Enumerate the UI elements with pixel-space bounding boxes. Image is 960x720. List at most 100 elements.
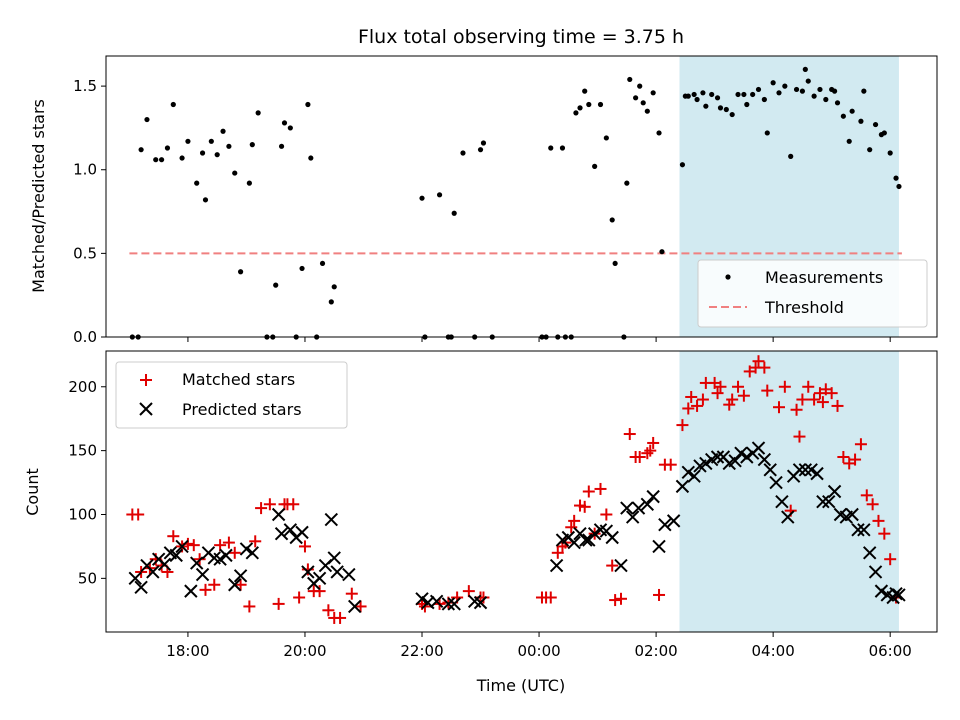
matched-star-point (790, 403, 803, 416)
measurement-point (679, 162, 686, 168)
predicted-star-point (128, 571, 142, 586)
y-tick-label: 200 (68, 378, 97, 396)
measurement-point (281, 120, 288, 126)
matched-star-point (837, 451, 850, 464)
matched-star-point (334, 611, 347, 624)
matched-star-point (711, 387, 724, 400)
matched-star-point (860, 489, 873, 502)
predicted-star-point (845, 507, 859, 522)
matched-star-point (758, 361, 771, 374)
predicted-star-point (734, 446, 748, 460)
matched-star-point (568, 514, 581, 527)
matched-star-point (135, 565, 148, 578)
matched-star-point (345, 587, 358, 600)
matched-star-point (884, 553, 897, 566)
measurement-point (287, 125, 293, 131)
matched-star-point (582, 485, 595, 498)
measurement-point (609, 217, 615, 223)
measurement-point (805, 78, 811, 84)
measurement-point (480, 140, 487, 146)
measurement-point (577, 105, 583, 111)
x-tick-label: 06:00 (869, 642, 912, 660)
measurement-point (811, 93, 817, 99)
measurement-point (612, 260, 618, 267)
predicted-star-points (128, 441, 906, 614)
measurement-point (246, 180, 252, 186)
predicted-star-point (415, 592, 429, 606)
measurement-point (597, 101, 604, 108)
measurement-point (144, 116, 150, 123)
predicted-star-point (184, 584, 198, 598)
matched-star-point (187, 539, 200, 552)
bottom-y-axis-label: Count (23, 468, 42, 516)
predicted-star-point (699, 456, 713, 471)
predicted-star-point (804, 463, 818, 477)
top-y-axis: 0.0 0.5 1.0 1.5 (73, 77, 106, 346)
measurement-point (624, 180, 630, 186)
legend-matched-label: Matched stars (182, 370, 295, 389)
measurement-point (776, 90, 782, 96)
matched-star-point (565, 521, 578, 534)
matched-star-point (214, 539, 227, 552)
matched-star-point (551, 546, 564, 559)
measurement-point (331, 284, 337, 290)
measurement-point (799, 88, 806, 94)
matched-star-point (653, 588, 666, 601)
predicted-star-point (874, 584, 889, 598)
measurement-point (793, 86, 800, 93)
top-legend-box (697, 259, 928, 328)
predicted-star-point (473, 595, 488, 610)
matched-star-point (831, 399, 844, 412)
measurement-point (278, 143, 285, 149)
measurement-point (872, 121, 879, 128)
measurement-point (881, 130, 887, 136)
matched-star-point (287, 498, 300, 511)
predicted-star-point (245, 546, 260, 560)
measurement-point (592, 163, 598, 169)
predicted-star-point (810, 466, 824, 481)
measurement-point (548, 145, 554, 151)
matched-star-point (641, 447, 654, 460)
predicted-star-point (447, 597, 461, 611)
predicted-star-point (798, 463, 813, 477)
y-tick-label: 0.0 (73, 328, 97, 346)
matched-star-point (606, 559, 619, 572)
predicted-star-point (233, 569, 248, 583)
matched-star-point (322, 604, 335, 617)
predicted-star-point (775, 495, 789, 509)
predicted-star-point (429, 594, 444, 609)
matched-star-point (676, 419, 689, 432)
measurement-point (700, 90, 706, 96)
chart-title: Flux total observing time = 3.75 h (358, 26, 684, 48)
matched-star-point (682, 402, 695, 415)
predicted-star-point (441, 597, 456, 611)
y-tick-label: 100 (68, 505, 97, 523)
predicted-star-point (587, 526, 602, 541)
predicted-star-point (134, 580, 148, 595)
measurement-point (896, 183, 902, 190)
bottom-plot-frame (105, 350, 938, 633)
measurement-point (823, 96, 829, 103)
predicted-star-point (228, 578, 242, 592)
matched-star-point (228, 546, 241, 559)
predicted-star-point (666, 514, 681, 528)
predicted-star-point (868, 565, 883, 579)
measurement-point (849, 108, 855, 114)
measurement-point (328, 299, 334, 305)
predicted-star-point (195, 567, 210, 582)
y-tick-label: 50 (78, 569, 97, 587)
matched-star-point (600, 508, 613, 521)
measurement-point (214, 152, 220, 158)
predicted-star-point (271, 507, 286, 522)
measurement-point (158, 157, 165, 163)
matched-star-point (644, 444, 657, 457)
predicted-star-point (312, 571, 327, 586)
matched-star-point (578, 500, 591, 513)
predicted-star-point (190, 556, 204, 570)
matched-star-point (878, 527, 891, 540)
x-axis-label: Time (UTC) (476, 676, 565, 695)
measurement-point (685, 93, 691, 99)
matched-star-point (167, 530, 180, 543)
measurement-point (419, 195, 425, 201)
matched-star-point (825, 387, 838, 400)
